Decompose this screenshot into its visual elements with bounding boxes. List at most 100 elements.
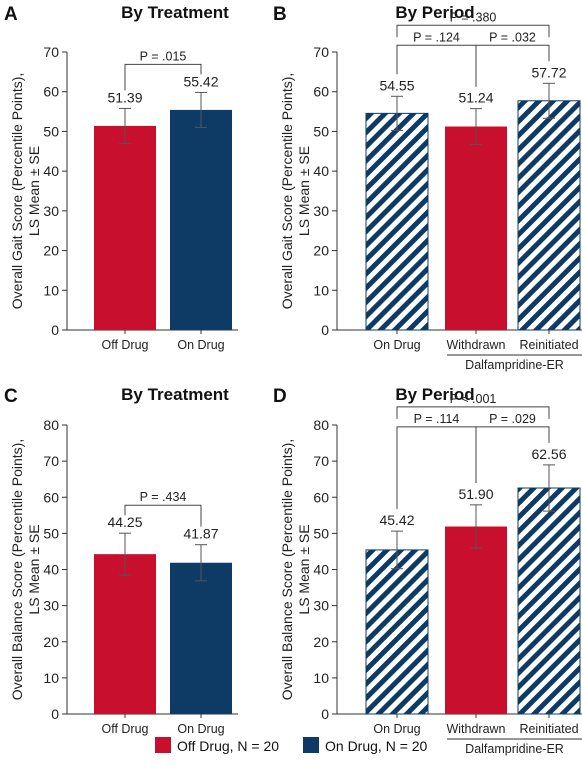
y-tick-label: 40 (43, 562, 59, 578)
significance-bracket (124, 63, 202, 91)
y-tick-label: 10 (313, 670, 329, 686)
legend-swatch-off (155, 737, 171, 753)
y-tick-label: 50 (313, 123, 329, 139)
p-value-label: P < .001 (450, 392, 497, 406)
y-axis-label-line: LS Mean ± SE (26, 524, 42, 614)
group-label: Dalfampridine-ER (465, 742, 564, 756)
x-tick-label: On Drug (373, 722, 420, 736)
legend-swatch-on (303, 737, 319, 753)
bar (94, 125, 156, 330)
significance-bracket (396, 406, 550, 419)
value-label: 51.90 (458, 486, 493, 502)
p-value-label: P = .124 (413, 30, 460, 44)
y-tick-label: 0 (321, 322, 329, 338)
p-value-label: P = .029 (489, 412, 536, 426)
value-label: 51.24 (458, 90, 493, 106)
significance-bracket (475, 426, 550, 483)
x-tick-label: Off Drug (101, 722, 148, 736)
p-value-label: P = .114 (414, 412, 460, 426)
y-tick-label: 10 (313, 282, 329, 298)
y-tick-label: 80 (43, 417, 59, 433)
x-tick-label: On Drug (177, 338, 224, 352)
y-axis-label: Overall Balance Score (Percentile Points… (9, 439, 42, 700)
y-tick-label: 70 (313, 44, 329, 60)
value-label: 44.25 (107, 514, 142, 530)
y-axis-label-line: LS Mean ± SE (296, 146, 312, 236)
y-tick-label: 80 (313, 417, 329, 433)
significance-bracket (396, 24, 550, 38)
y-tick-label: 20 (43, 243, 59, 259)
bar (517, 487, 581, 715)
significance-bracket (124, 504, 202, 527)
bar (170, 562, 232, 714)
y-tick-label: 60 (43, 84, 59, 100)
panel-title: By Period (395, 3, 474, 22)
y-axis-label-line: LS Mean ± SE (296, 524, 312, 614)
panel-letter: B (273, 4, 287, 25)
x-tick-label: Withdrawn (446, 338, 505, 352)
y-axis-label-line: Overall Balance Score (Percentile Points… (9, 439, 25, 700)
bar (365, 112, 429, 331)
y-axis-label: Overall Balance Score (Percentile Points… (279, 439, 312, 700)
value-label: 51.39 (107, 89, 142, 105)
y-axis-label: Overall Gait Score (Percentile Points),L… (9, 73, 42, 310)
y-tick-label: 0 (321, 706, 329, 722)
x-tick-label: Off Drug (101, 338, 148, 352)
x-tick-label: On Drug (373, 338, 420, 352)
panel-letter: A (4, 4, 18, 25)
bar (445, 526, 507, 714)
y-tick-label: 30 (43, 598, 59, 614)
legend-label: On Drug, N = 20 (325, 738, 428, 754)
panel-letter: D (273, 386, 287, 407)
y-tick-label: 50 (43, 525, 59, 541)
x-tick-label: Reinitiated (519, 722, 578, 736)
y-tick-label: 10 (43, 282, 59, 298)
y-axis-label-line: Overall Gait Score (Percentile Points), (279, 73, 295, 310)
panel-d: D By Period Overall Balance Score (Percent… (273, 385, 582, 756)
x-tick-label: Reinitiated (519, 338, 578, 352)
y-tick-label: 50 (43, 123, 59, 139)
panel-title: By Treatment (121, 385, 229, 404)
panel-c: C By Treatment Overall Balance Score (Perc… (4, 385, 238, 736)
bar (445, 126, 507, 330)
y-tick-label: 40 (313, 163, 329, 179)
y-tick-label: 70 (43, 44, 59, 60)
y-tick-label: 10 (43, 670, 59, 686)
y-tick-label: 50 (313, 525, 329, 541)
x-tick-label: Withdrawn (446, 722, 505, 736)
y-tick-label: 30 (313, 203, 329, 219)
y-tick-label: 20 (313, 634, 329, 650)
panel-b: B By Period Overall Gait Score (Percentile… (273, 3, 582, 372)
value-label: 57.72 (531, 64, 566, 80)
panel-a: A By Treatment Overall Gait Score (Percent… (4, 3, 238, 352)
legend-label: Off Drug, N = 20 (177, 738, 279, 754)
bar (517, 100, 581, 331)
panel-title: By Period (395, 385, 474, 404)
panel-title: By Treatment (121, 3, 229, 22)
legend: Off Drug, N = 20 On Drug, N = 20 (155, 737, 428, 754)
value-label: 54.55 (379, 77, 414, 93)
p-value-label: P = .434 (140, 490, 187, 504)
panel-letter: C (4, 386, 18, 407)
x-tick-label: On Drug (177, 722, 224, 736)
significance-bracket (475, 44, 550, 87)
value-label: 45.42 (379, 512, 414, 528)
y-tick-label: 60 (313, 489, 329, 505)
value-label: 41.87 (183, 526, 218, 542)
y-tick-label: 40 (43, 163, 59, 179)
value-label: 62.56 (531, 446, 566, 462)
y-tick-label: 60 (43, 489, 59, 505)
y-tick-label: 60 (313, 84, 329, 100)
y-axis-label: Overall Gait Score (Percentile Points),L… (279, 73, 312, 310)
p-value-label: P = .032 (489, 30, 536, 44)
value-label: 55.42 (183, 73, 218, 89)
p-value-label: P = .380 (450, 10, 497, 24)
y-tick-label: 20 (313, 243, 329, 259)
p-value-label: P = .015 (140, 49, 187, 63)
y-tick-label: 0 (51, 706, 59, 722)
y-tick-label: 70 (43, 453, 59, 469)
y-tick-label: 30 (313, 598, 329, 614)
y-axis-label-line: Overall Balance Score (Percentile Points… (279, 439, 295, 700)
y-tick-label: 20 (43, 634, 59, 650)
